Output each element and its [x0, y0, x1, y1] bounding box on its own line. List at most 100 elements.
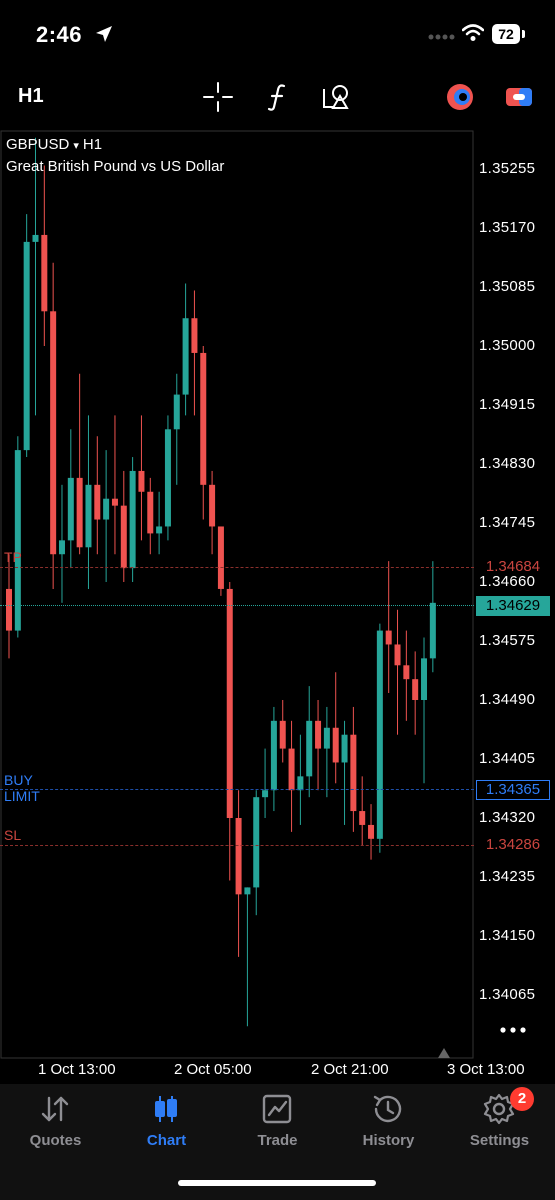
time-axis-label: 2 Oct 05:00 — [174, 1061, 252, 1078]
candle — [341, 720, 348, 825]
candle — [164, 415, 171, 541]
history-clock-icon — [373, 1095, 402, 1123]
drawing-objects-icon[interactable] — [320, 81, 352, 113]
candle-body — [332, 727, 339, 763]
sl-price-tag: 1.34286 — [485, 836, 541, 853]
price-scale-label: 1.34490 — [479, 691, 536, 708]
sl-label: SL — [4, 827, 22, 843]
candle-body — [359, 811, 366, 825]
chart-symbol[interactable]: GBPUSD ▾ H1 — [6, 136, 102, 153]
candle-body — [394, 644, 401, 666]
symbol-dropdown-icon[interactable]: ▾ — [73, 140, 79, 152]
candle-body — [385, 630, 392, 645]
tp-label: TP — [4, 549, 22, 565]
trade-panel-icon[interactable] — [503, 81, 535, 113]
candle — [429, 561, 436, 673]
candle — [76, 373, 83, 555]
candle — [394, 609, 401, 735]
chart-area[interactable] — [0, 130, 555, 1060]
candle — [41, 165, 48, 346]
candle — [262, 748, 269, 818]
candle — [182, 283, 189, 416]
candle — [147, 477, 154, 555]
price-scale-label: 1.34745 — [479, 514, 536, 531]
home-indicator[interactable] — [178, 1180, 376, 1186]
symbol-name: GBPUSD — [6, 136, 70, 153]
candle — [350, 706, 357, 832]
price-scale-label: 1.34830 — [479, 455, 536, 472]
candle — [421, 637, 428, 784]
candle-body — [270, 720, 277, 791]
tab-settings-label: Settings — [469, 1132, 530, 1149]
tab-history[interactable]: History — [333, 1084, 444, 1164]
buy-limit-line[interactable] — [0, 789, 474, 790]
candle — [217, 526, 224, 596]
candle-body — [58, 540, 65, 555]
candle — [376, 623, 383, 853]
candle — [323, 706, 330, 798]
status-time: 2:46 — [36, 22, 83, 47]
chart-shift-icon[interactable] — [437, 1047, 451, 1059]
candle-body — [217, 526, 224, 589]
one-click-trading-icon[interactable] — [444, 81, 476, 113]
candle-body — [315, 720, 322, 749]
buy-limit-label: BUY LIMIT — [4, 772, 40, 804]
tp-line[interactable] — [0, 567, 474, 568]
price-scale-label: 1.34915 — [479, 396, 536, 413]
status-bar: 2:46 72 — [0, 0, 555, 70]
symbol-description: Great British Pound vs US Dollar — [6, 158, 225, 175]
candle — [279, 700, 286, 763]
candle — [200, 346, 207, 520]
price-scale-label: 1.34065 — [479, 986, 536, 1003]
candle-body — [6, 588, 12, 631]
candle-body — [253, 797, 260, 888]
candle-body — [412, 679, 419, 700]
candle — [332, 672, 339, 784]
candle — [315, 700, 322, 791]
candle — [129, 457, 136, 582]
settings-gear-icon — [483, 1093, 515, 1125]
candle-body — [85, 484, 92, 548]
candle-body — [120, 505, 127, 569]
current-price-line — [0, 605, 474, 606]
candle-body — [429, 602, 436, 659]
more-icon[interactable] — [498, 1025, 528, 1035]
current-price-tag: 1.34629 — [476, 596, 550, 616]
candle — [235, 790, 242, 957]
candle — [226, 582, 233, 881]
tab-settings[interactable]: Settings — [444, 1084, 555, 1164]
candle-body — [67, 477, 74, 541]
price-scale-label: 1.35085 — [479, 278, 536, 295]
candle-body — [341, 734, 348, 763]
candle-body — [421, 658, 428, 700]
candlestick-chart-icon — [155, 1096, 177, 1122]
candle — [385, 561, 392, 694]
sl-line[interactable] — [0, 845, 474, 846]
battery-level: 72 — [492, 24, 520, 44]
tab-trade[interactable]: Trade — [222, 1084, 333, 1164]
candle-body — [23, 241, 30, 451]
price-scale-label: 1.34660 — [479, 573, 536, 590]
candle-body — [173, 394, 180, 430]
candle-body — [156, 526, 163, 534]
battery-icon: 72 — [492, 24, 526, 44]
candle — [191, 290, 198, 416]
timeframe-button[interactable]: H1 — [18, 85, 44, 107]
candle — [103, 450, 110, 582]
candle — [138, 415, 145, 541]
candle-body — [129, 470, 136, 569]
candle-body — [235, 818, 242, 895]
price-scale-label: 1.35255 — [479, 160, 536, 177]
signal-dots-icon — [428, 34, 455, 40]
crosshair-icon[interactable] — [202, 81, 234, 113]
price-chart[interactable] — [0, 130, 555, 1060]
tab-quotes[interactable]: Quotes — [0, 1084, 111, 1164]
tab-chart[interactable]: Chart — [111, 1084, 222, 1164]
candle — [14, 436, 21, 638]
candle — [359, 776, 366, 846]
buy-limit-price-tag: 1.34365 — [476, 780, 550, 800]
candle-body — [200, 352, 207, 485]
indicators-icon[interactable] — [262, 81, 294, 113]
price-scale-label: 1.35000 — [479, 337, 536, 354]
candle-body — [226, 588, 233, 818]
